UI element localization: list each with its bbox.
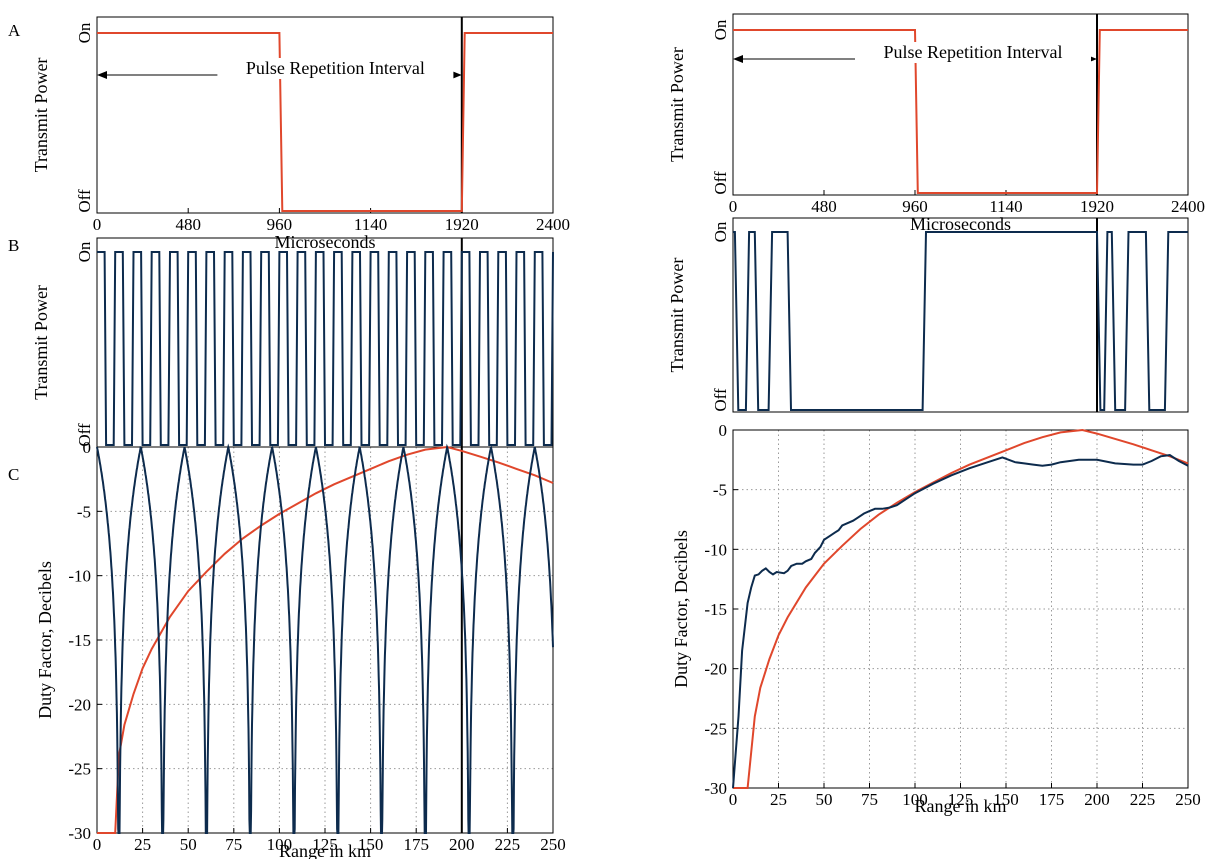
series-red — [733, 29, 1188, 194]
chart-left-A: 0 480 960 1140 1920 2400 On Off Transmit Power Mi… — [31, 16, 570, 252]
y-axis-label: Transmit Power — [31, 285, 51, 400]
y-axis-label: Duty Factor, Decibels — [35, 561, 55, 719]
panel-letter-c: C — [8, 465, 19, 484]
series-blue — [733, 231, 1188, 411]
chart-left-B: On Off Transmit Power — [31, 237, 554, 448]
x-tick-label: 150 — [993, 790, 1019, 809]
x-tick-label: 480 — [811, 197, 837, 216]
y-tick-label-off: Off — [75, 189, 94, 213]
plot-frame — [96, 16, 554, 214]
pri-arrowhead-left — [97, 71, 107, 79]
series-red — [97, 445, 554, 834]
x-tick-label: 50 — [180, 835, 197, 854]
series-red — [733, 428, 1189, 789]
x-tick-label: 75 — [861, 790, 878, 809]
pri-label: Pulse Repetition Interval — [246, 58, 425, 78]
x-tick-label: 100 — [902, 790, 928, 809]
x-axis-label: Range in km — [915, 796, 1007, 816]
x-tick-label: 0 — [93, 215, 102, 234]
y-tick-label: -10 — [68, 567, 91, 586]
x-tick-label: 100 — [267, 835, 293, 854]
chart-right-A: 0 480 960 1140 1920 2400 On Off Transmit Power Mi… — [667, 13, 1205, 234]
x-tick-label: 0 — [93, 835, 102, 854]
pulse-train — [97, 251, 554, 446]
y-tick-label: -30 — [68, 824, 91, 843]
y-axis-label: Duty Factor, Decibels — [671, 530, 691, 688]
pri-label: Pulse Repetition Interval — [884, 42, 1063, 62]
y-tick-label: -20 — [704, 660, 727, 679]
y-tick-label: 0 — [83, 438, 92, 457]
x-tick-label: 250 — [1175, 790, 1201, 809]
x-axis-label: Microseconds — [910, 214, 1011, 234]
y-tick-label: -30 — [704, 779, 727, 798]
chart-left-C: 0 25 50 75 100 125 150 175 200 225 250 0 -5 -10 -15 -20… — [35, 438, 566, 859]
x-tick-label: 1920 — [1080, 197, 1114, 216]
x-tick-label: 25 — [134, 835, 151, 854]
y-tick-label: -5 — [713, 481, 727, 500]
pri-label-bg — [855, 42, 1091, 63]
x-tick-label: 2400 — [1171, 197, 1205, 216]
x-tick-label: 75 — [225, 835, 242, 854]
y-tick-label: -25 — [704, 719, 727, 738]
pri-arrowhead-right — [451, 71, 462, 79]
x-tick-label: 200 — [1084, 790, 1110, 809]
x-axis-label: Range in km — [279, 841, 371, 859]
series-blue — [732, 454, 1189, 789]
x-tick-label: 225 — [495, 835, 521, 854]
y-tick-label-off: Off — [711, 171, 730, 195]
y-tick-label-on: On — [711, 221, 730, 242]
x-tick-label: 125 — [948, 790, 974, 809]
y-tick-label: -25 — [68, 760, 91, 779]
y-axis-label: Transmit Power — [31, 58, 51, 173]
x-tick-label: 1140 — [354, 215, 387, 234]
x-tick-label: 25 — [770, 790, 787, 809]
x-tick-label: 150 — [358, 835, 384, 854]
panel-letter-a: A — [8, 21, 21, 40]
x-tick-label: 0 — [729, 790, 738, 809]
series-scallop — [96, 443, 554, 834]
x-tick-label: 960 — [267, 215, 293, 234]
x-tick-label: 1140 — [989, 197, 1022, 216]
x-axis-label: Microseconds — [275, 232, 376, 252]
x-tick-label: 250 — [540, 835, 566, 854]
pri-label-bg — [217, 58, 454, 79]
chart-right-C: 0 25 50 75 100 125 150 175 200 225 250 0 -5 -10 -15 -20… — [671, 421, 1201, 816]
y-tick-label-on: On — [75, 22, 94, 43]
plot-frame — [732, 13, 1189, 196]
y-tick-label-off: Off — [75, 423, 94, 447]
panel-letter-b: B — [8, 236, 19, 255]
x-tick-label: 200 — [449, 835, 475, 854]
x-tick-label: 2400 — [536, 215, 570, 234]
y-axis-label: Transmit Power — [667, 258, 687, 373]
x-tick-label: 175 — [403, 835, 429, 854]
plot-frame — [732, 217, 1189, 413]
x-tick-label: 225 — [1130, 790, 1156, 809]
x-tick-label: 175 — [1039, 790, 1065, 809]
y-tick-label-on: On — [75, 241, 94, 262]
y-tick-label: -20 — [68, 695, 91, 714]
y-tick-label: -15 — [704, 600, 727, 619]
y-tick-label: 0 — [719, 421, 728, 440]
x-tick-label: 125 — [312, 835, 338, 854]
y-tick-label: -15 — [68, 631, 91, 650]
chart-right-B: On Off Transmit Power — [667, 217, 1189, 413]
x-tick-label: 960 — [902, 197, 928, 216]
x-tick-label: 1920 — [445, 215, 479, 234]
y-tick-label-off: Off — [711, 388, 730, 412]
x-tick-label: 0 — [729, 197, 738, 216]
y-tick-label-on: On — [711, 19, 730, 40]
y-tick-label: -10 — [704, 540, 727, 559]
x-tick-label: 50 — [816, 790, 833, 809]
y-tick-label: -5 — [77, 502, 91, 521]
series-red — [97, 32, 553, 212]
y-axis-label: Transmit Power — [667, 47, 687, 162]
x-tick-label: 480 — [175, 215, 201, 234]
pri-arrowhead-left — [733, 55, 743, 63]
charts-layer: 0 480 960 1140 1920 2400 On Off Transmit Power Mi… — [31, 13, 1205, 859]
